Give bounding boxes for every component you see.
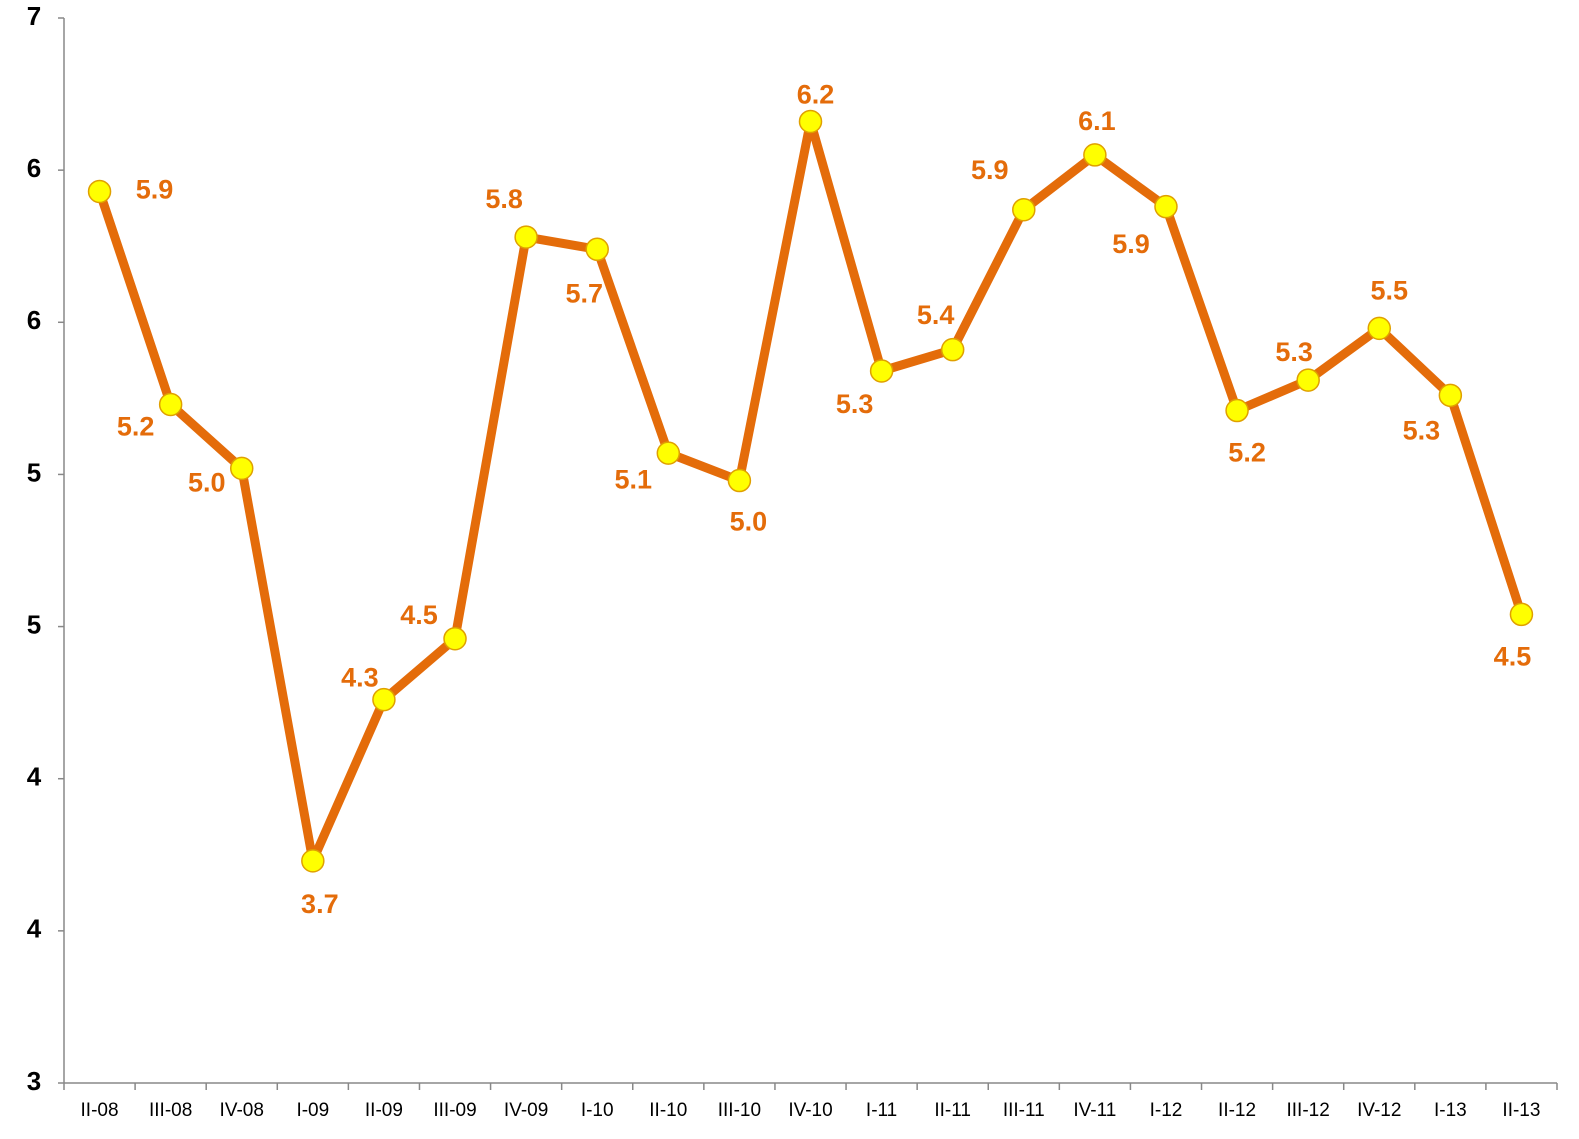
- data-point: [1083, 143, 1107, 167]
- data-label: 5.0: [730, 507, 768, 537]
- x-tick-label: I-13: [1434, 1100, 1467, 1121]
- data-label: 6.1: [1078, 106, 1116, 136]
- data-label: 4.5: [1494, 642, 1532, 672]
- data-point: [1012, 197, 1036, 222]
- data-label: 5.1: [615, 464, 653, 494]
- data-point: [87, 179, 112, 204]
- data-label: 5.7: [565, 278, 603, 308]
- y-tick-label: 7: [27, 1, 41, 31]
- x-tick-label: II-11: [934, 1100, 971, 1121]
- data-label: 5.9: [971, 155, 1009, 185]
- x-tick-label: II-13: [1502, 1100, 1540, 1121]
- x-tick-label: IV-12: [1357, 1100, 1401, 1121]
- data-point: [585, 237, 609, 262]
- x-tick-label: I-11: [866, 1100, 897, 1121]
- data-point: [1509, 602, 1534, 627]
- data-point: [301, 849, 325, 873]
- data-point: [514, 225, 538, 249]
- x-tick-label: III-12: [1287, 1100, 1330, 1121]
- x-tick-label: I-09: [296, 1100, 329, 1121]
- x-tick-label: I-12: [1150, 1100, 1183, 1121]
- data-label: 5.9: [136, 175, 174, 205]
- data-point: [229, 456, 254, 481]
- data-label: 6.2: [797, 80, 835, 110]
- data-point: [372, 687, 396, 712]
- data-label: 5.4: [917, 300, 955, 330]
- data-label: 5.5: [1370, 275, 1408, 305]
- x-tick-label: IV-08: [220, 1100, 264, 1121]
- data-label: 5.3: [1403, 415, 1441, 445]
- data-label: 5.3: [836, 389, 874, 419]
- x-tick-label: III-09: [433, 1100, 476, 1121]
- data-label: 4.3: [341, 663, 379, 693]
- data-point: [869, 359, 894, 383]
- data-point: [443, 626, 467, 651]
- x-tick-label: IV-09: [504, 1100, 548, 1121]
- data-point: [727, 468, 752, 493]
- data-point: [1154, 194, 1178, 219]
- data-point: [1225, 398, 1249, 423]
- data-label: 5.8: [485, 184, 523, 214]
- x-tick-label: II-08: [81, 1100, 119, 1121]
- y-tick-label: 5: [27, 609, 41, 639]
- data-label: 3.7: [301, 889, 339, 919]
- y-tick-label: 4: [27, 762, 42, 792]
- x-tick-label: III-08: [149, 1100, 192, 1121]
- data-point: [656, 441, 681, 465]
- data-label: 5.9: [1112, 229, 1150, 259]
- data-point: [158, 392, 183, 417]
- data-label: 5.0: [188, 467, 226, 497]
- series-line: [95, 116, 1526, 866]
- data-point: [798, 109, 823, 134]
- x-tick-label: II-09: [365, 1100, 403, 1121]
- data-point: [940, 337, 965, 362]
- x-tick-label: II-12: [1218, 1100, 1256, 1121]
- x-tick-label: II-10: [649, 1100, 687, 1121]
- data-point: [1438, 383, 1463, 408]
- data-point: [1296, 368, 1320, 392]
- data-point: [1367, 316, 1392, 341]
- y-tick-label: 4: [27, 914, 42, 944]
- x-tick-label: IV-10: [788, 1100, 832, 1121]
- x-tick-label: I-10: [581, 1100, 614, 1121]
- x-tick-label: III-10: [718, 1100, 761, 1121]
- data-label: 5.2: [117, 412, 155, 442]
- data-label: 5.3: [1275, 337, 1313, 367]
- y-tick-label: 3: [27, 1066, 41, 1096]
- y-tick-label: 5: [27, 457, 41, 487]
- data-label: 5.2: [1228, 438, 1266, 468]
- data-label: 4.5: [400, 600, 438, 630]
- x-tick-label: III-11: [1003, 1100, 1045, 1121]
- y-tick-label: 6: [27, 153, 41, 183]
- x-tick-label: IV-11: [1073, 1100, 1116, 1121]
- y-tick-label: 6: [27, 305, 41, 335]
